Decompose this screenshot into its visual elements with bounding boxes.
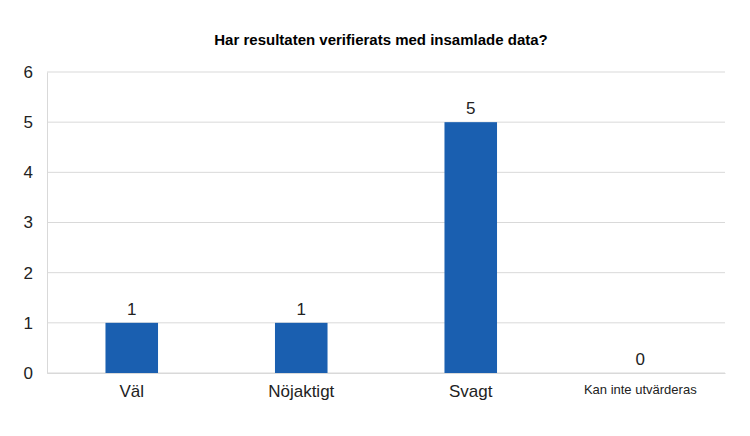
x-tick: Väl bbox=[119, 373, 144, 401]
y-tick: 1 bbox=[24, 314, 47, 333]
y-tick: 6 bbox=[24, 63, 47, 82]
grid bbox=[47, 72, 725, 373]
grid-line bbox=[47, 222, 725, 223]
plot: 0 1 2 3 4 5 6 Väl Nöjaktigt Svagt Kan inte utvärde… bbox=[24, 63, 726, 401]
y-tick-label: 0 bbox=[24, 364, 33, 383]
grid-line bbox=[47, 272, 725, 273]
bar bbox=[275, 323, 328, 373]
x-tick-label: Kan inte utvärderas bbox=[584, 382, 697, 397]
data-label: 0 bbox=[636, 350, 645, 369]
y-axis-line bbox=[47, 73, 48, 374]
x-axis: Väl Nöjaktigt Svagt Kan inte utvärderas bbox=[48, 373, 726, 401]
y-tick: 3 bbox=[24, 213, 47, 232]
y-tick-label: 4 bbox=[24, 163, 33, 182]
x-tick: Kan inte utvärderas bbox=[584, 373, 697, 397]
x-tick: Svagt bbox=[449, 373, 493, 401]
y-tick: 4 bbox=[24, 163, 47, 182]
y-tick-label: 6 bbox=[24, 63, 33, 82]
y-tick: 2 bbox=[24, 264, 47, 283]
chart: Har resultaten verifierats med insamlade… bbox=[0, 0, 750, 436]
x-tick-label: Väl bbox=[119, 382, 144, 401]
x-tick-label: Svagt bbox=[449, 382, 493, 401]
y-tick-label: 1 bbox=[24, 314, 33, 333]
bars bbox=[105, 122, 497, 373]
grid-line bbox=[47, 172, 725, 173]
y-tick-label: 5 bbox=[24, 113, 33, 132]
title: Har resultaten verifierats med insamlade… bbox=[214, 31, 547, 48]
y-tick-label: 3 bbox=[24, 213, 33, 232]
y-tick-label: 2 bbox=[24, 264, 33, 283]
x-tick: Nöjaktigt bbox=[268, 373, 334, 401]
y-tick: 0 bbox=[24, 364, 47, 383]
bar bbox=[105, 323, 158, 373]
grid-line bbox=[47, 122, 725, 123]
x-axis-line bbox=[48, 373, 726, 374]
bar bbox=[444, 122, 497, 373]
bar bbox=[614, 373, 667, 374]
data-label: 5 bbox=[466, 99, 475, 118]
y-tick: 5 bbox=[24, 113, 47, 132]
data-labels: 1 1 5 0 bbox=[127, 99, 645, 369]
y-axis: 0 1 2 3 4 5 6 bbox=[24, 63, 48, 383]
data-label: 1 bbox=[127, 300, 136, 319]
data-label: 1 bbox=[297, 300, 306, 319]
x-tick-label: Nöjaktigt bbox=[268, 382, 334, 401]
grid-line bbox=[47, 72, 725, 73]
